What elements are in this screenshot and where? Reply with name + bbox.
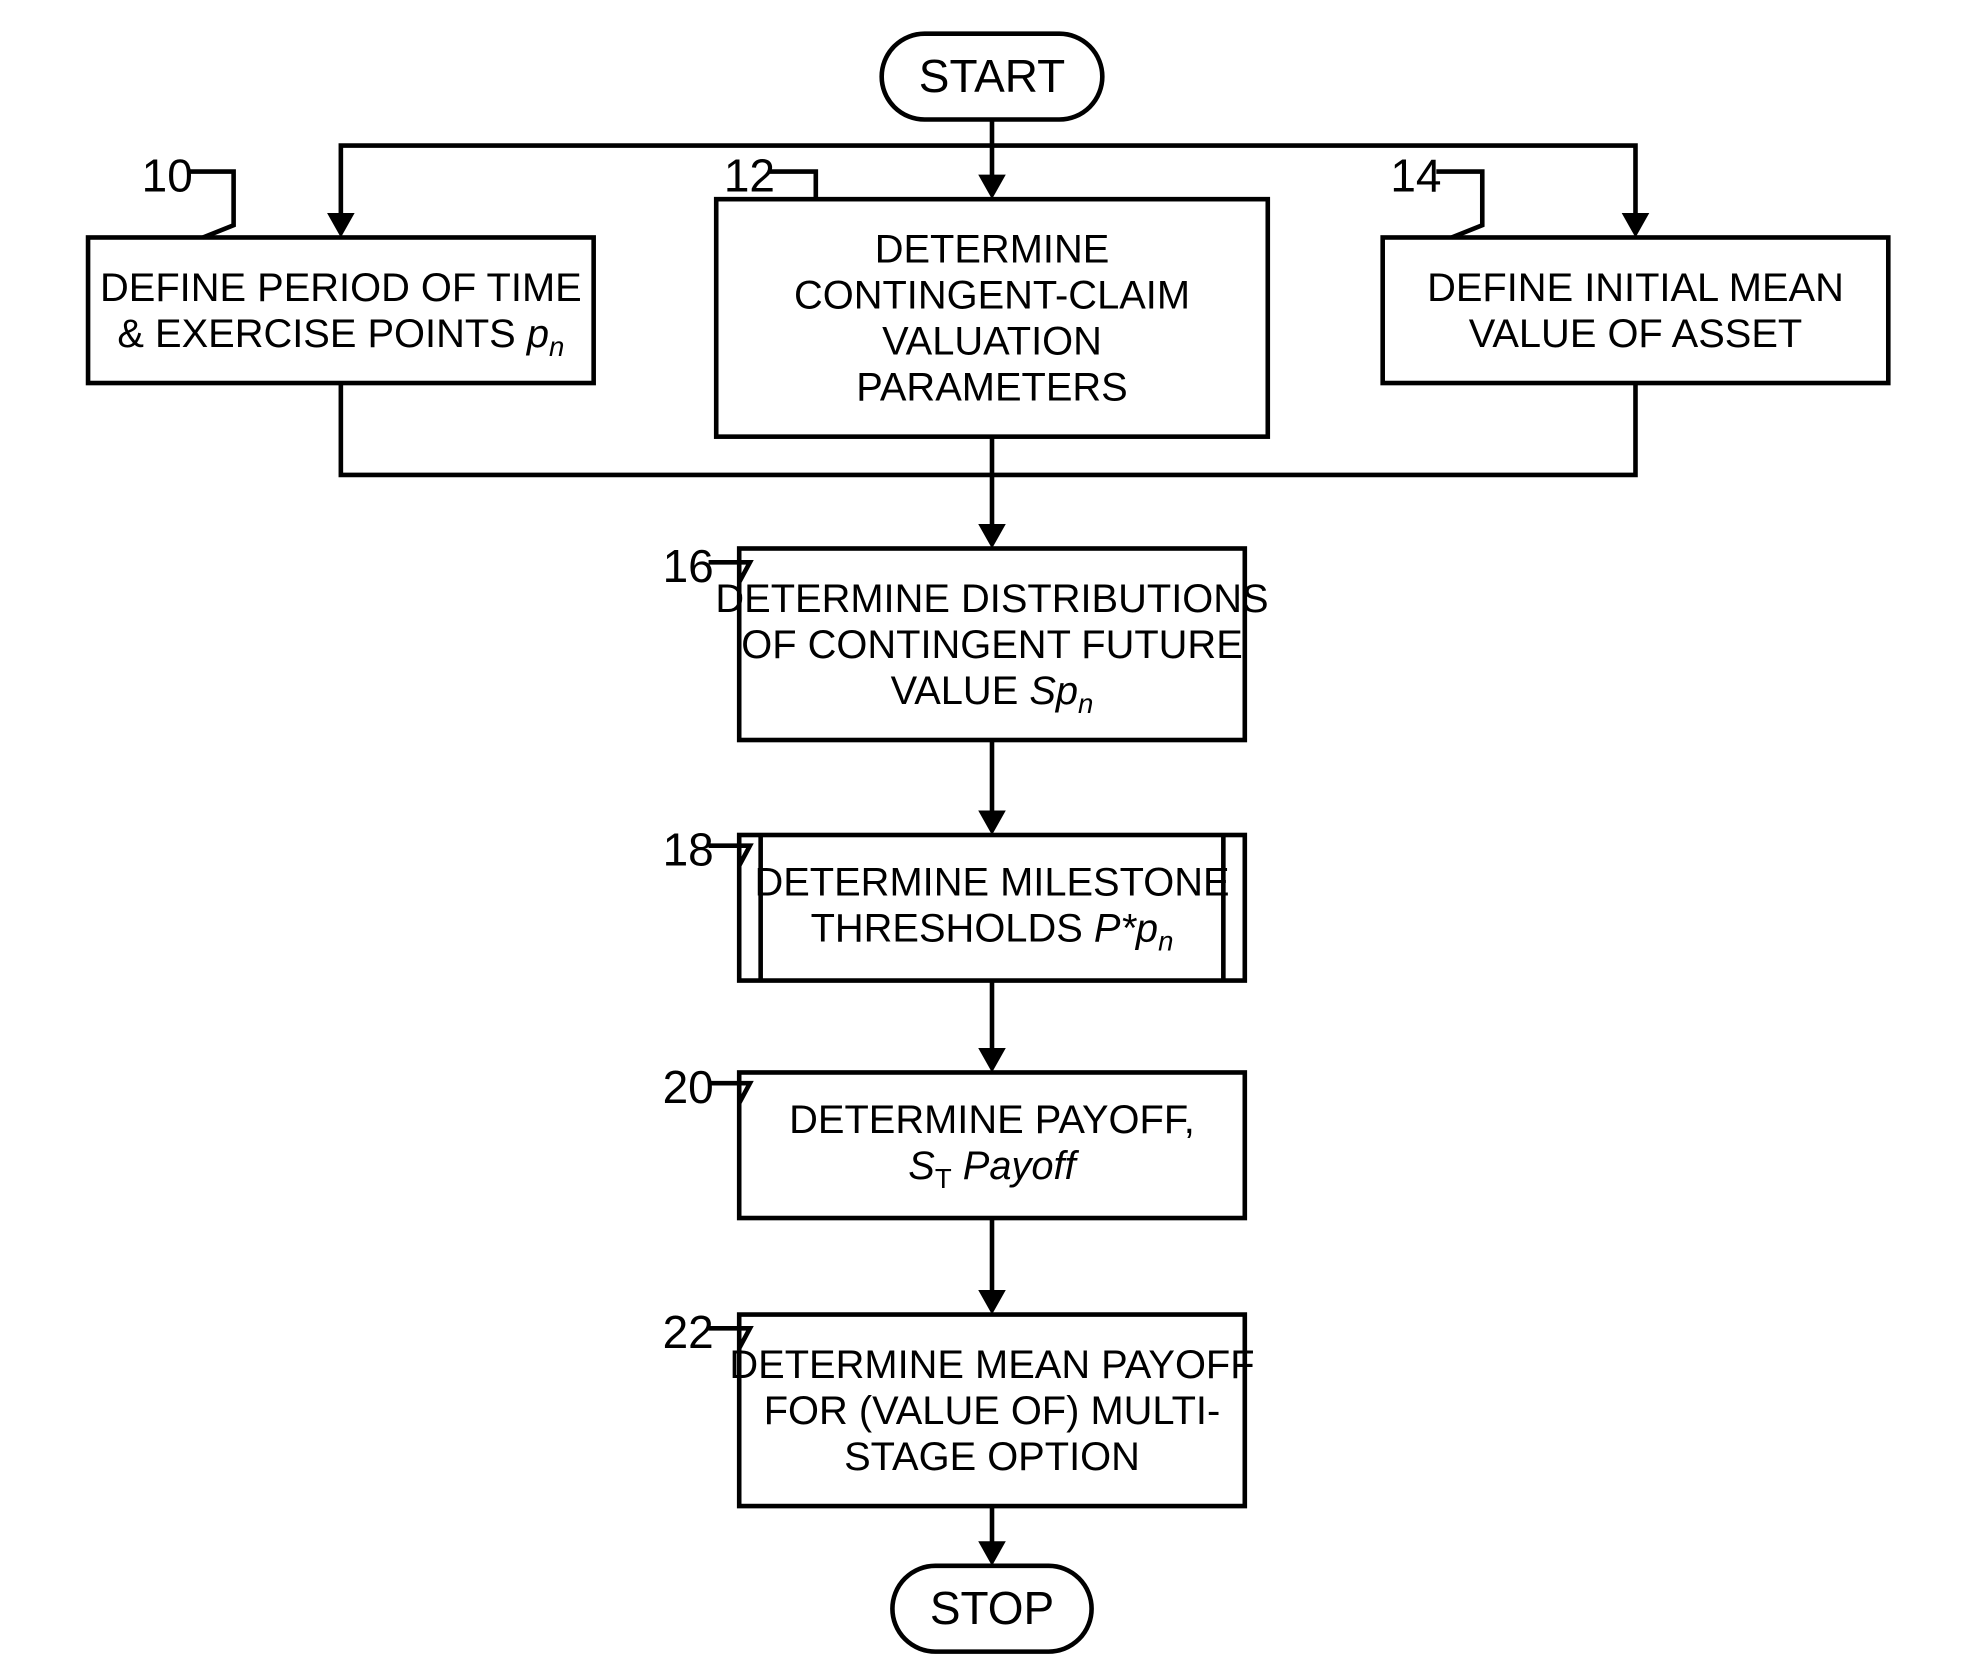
svg-text:STAGE OPTION: STAGE OPTION bbox=[844, 1435, 1140, 1479]
label-hook-b14 bbox=[1436, 172, 1482, 238]
start-label: START bbox=[919, 50, 1065, 102]
svg-text:DETERMINE: DETERMINE bbox=[875, 228, 1110, 272]
box-num-b14: 14 bbox=[1390, 150, 1441, 202]
box-num-b10: 10 bbox=[142, 150, 193, 202]
svg-text:FOR (VALUE OF) MULTI-: FOR (VALUE OF) MULTI- bbox=[764, 1389, 1221, 1433]
flowchart-diagram: START STOP 10 DEFINE PERIOD OF TIME& EXERCI… bbox=[0, 0, 1984, 1670]
svg-text:VALUATION: VALUATION bbox=[882, 320, 1102, 364]
box-num-b16: 16 bbox=[663, 540, 714, 592]
svg-text:VALUE OF ASSET: VALUE OF ASSET bbox=[1469, 312, 1802, 356]
svg-text:OF CONTINGENT FUTURE: OF CONTINGENT FUTURE bbox=[741, 623, 1243, 667]
svg-text:ST Payoff: ST Payoff bbox=[908, 1144, 1079, 1194]
arrow-b22-stop bbox=[978, 1541, 1006, 1566]
stop-terminal: STOP bbox=[892, 1566, 1091, 1652]
svg-text:VALUE Spn: VALUE Spn bbox=[891, 669, 1094, 719]
svg-text:DEFINE INITIAL MEAN: DEFINE INITIAL MEAN bbox=[1427, 266, 1844, 310]
box-num-b18: 18 bbox=[663, 824, 714, 876]
svg-text:DETERMINE DISTRIBUTIONS: DETERMINE DISTRIBUTIONS bbox=[715, 577, 1268, 621]
arrow-b16-b18 bbox=[978, 810, 1006, 835]
svg-text:THRESHOLDS P*pn: THRESHOLDS P*pn bbox=[811, 906, 1174, 956]
arrow-start-b14 bbox=[1622, 213, 1650, 238]
arrow-start-b12 bbox=[978, 175, 1006, 200]
arrow-b18-b20 bbox=[978, 1048, 1006, 1073]
svg-text:DETERMINE MEAN PAYOFF: DETERMINE MEAN PAYOFF bbox=[729, 1343, 1254, 1387]
box-num-b20: 20 bbox=[663, 1061, 714, 1113]
svg-text:DEFINE PERIOD OF TIME: DEFINE PERIOD OF TIME bbox=[100, 266, 582, 310]
box-b16: 16DETERMINE DISTRIBUTIONSOF CONTINGENT F… bbox=[663, 540, 1269, 740]
label-hook-b12 bbox=[770, 172, 816, 200]
arrow-b20-b22 bbox=[978, 1290, 1006, 1315]
arrow-start-b10 bbox=[327, 213, 355, 238]
svg-text:CONTINGENT-CLAIM: CONTINGENT-CLAIM bbox=[794, 274, 1190, 318]
box-num-b22: 22 bbox=[663, 1306, 714, 1358]
svg-text:PARAMETERS: PARAMETERS bbox=[856, 366, 1127, 410]
box-b22: 22 DETERMINE MEAN PAYOFFFOR (VALUE OF) MU… bbox=[663, 1306, 1255, 1506]
svg-text:DETERMINE MILESTONE: DETERMINE MILESTONE bbox=[754, 861, 1229, 905]
start-terminal: START bbox=[882, 34, 1103, 120]
svg-text:DETERMINE PAYOFF,: DETERMINE PAYOFF, bbox=[789, 1098, 1195, 1142]
svg-text:& EXERCISE POINTS pn: & EXERCISE POINTS pn bbox=[117, 312, 564, 362]
label-hook-b10 bbox=[188, 172, 234, 238]
stop-label: STOP bbox=[930, 1582, 1054, 1634]
arrow-b12-b16 bbox=[978, 524, 1006, 549]
box-num-b12: 12 bbox=[724, 150, 775, 202]
